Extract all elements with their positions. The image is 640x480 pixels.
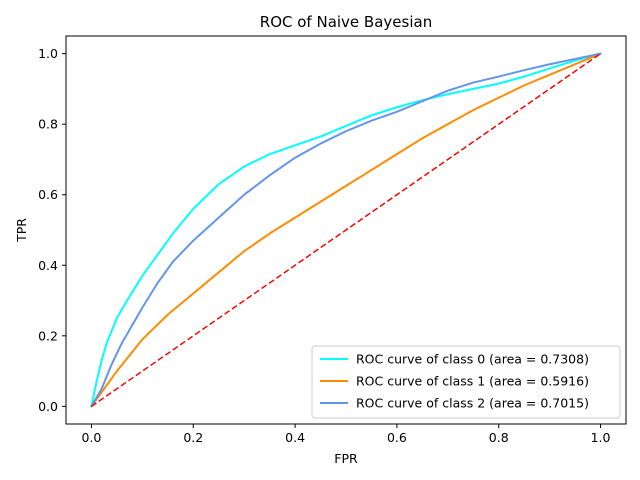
legend-entry: ROC curve of class 2 (area = 0.7015) [356, 396, 589, 411]
roc-curve-class-2 [90, 52, 602, 408]
legend-entry: ROC curve of class 0 (area = 0.7308) [356, 352, 589, 367]
y-tick-label: 0.2 [38, 328, 58, 343]
x-tick-label: 1.0 [591, 430, 611, 445]
y-axis-label: TPR [14, 218, 29, 243]
chart-title: ROC of Naive Bayesian [260, 13, 432, 31]
legend-entry: ROC curve of class 1 (area = 0.5916) [356, 374, 589, 389]
y-tick-label: 1.0 [38, 46, 58, 61]
x-tick-label: 0.4 [285, 430, 305, 445]
y-tick-label: 0.6 [38, 187, 58, 202]
legend-box [311, 345, 621, 419]
roc-curve-class-1 [90, 52, 602, 408]
chance-diagonal-line [91, 53, 601, 407]
x-tick-label: 0.6 [387, 430, 407, 445]
y-tick-label: 0.0 [38, 399, 58, 414]
y-axis: 0.0 0.2 0.4 0.6 0.8 1.0 [38, 46, 66, 414]
plot-frame [65, 35, 627, 425]
plot-area [90, 52, 602, 408]
y-tick-label: 0.8 [38, 117, 58, 132]
x-axis-label: FPR [334, 451, 358, 466]
x-tick-label: 0.2 [183, 430, 203, 445]
y-tick-label: 0.4 [38, 258, 58, 273]
legend: ROC curve of class 0 (area = 0.7308) ROC … [311, 345, 621, 419]
x-tick-label: 0.8 [489, 430, 509, 445]
x-tick-label: 0.0 [82, 430, 102, 445]
x-axis: 0.0 0.2 0.4 0.6 0.8 1.0 [82, 424, 611, 445]
roc-curve-class-0 [90, 52, 602, 408]
